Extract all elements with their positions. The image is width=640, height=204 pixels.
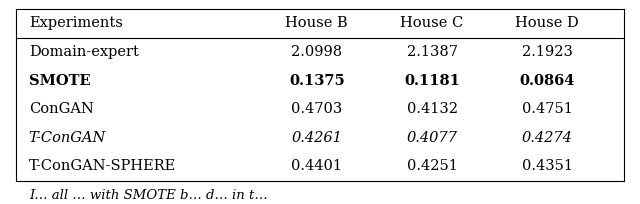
Text: 0.1375: 0.1375 bbox=[289, 74, 345, 88]
Text: I… all … with SMOTE b… d… in t…: I… all … with SMOTE b… d… in t… bbox=[29, 189, 268, 202]
Text: 0.0864: 0.0864 bbox=[520, 74, 575, 88]
Text: 0.4351: 0.4351 bbox=[522, 159, 573, 173]
Text: 0.4132: 0.4132 bbox=[406, 102, 458, 116]
Text: 0.4274: 0.4274 bbox=[522, 131, 573, 145]
Text: SMOTE: SMOTE bbox=[29, 74, 90, 88]
Text: House D: House D bbox=[515, 17, 579, 30]
Text: 0.4703: 0.4703 bbox=[291, 102, 342, 116]
Text: 0.1181: 0.1181 bbox=[404, 74, 460, 88]
Text: T-ConGAN: T-ConGAN bbox=[29, 131, 106, 145]
Text: 0.4077: 0.4077 bbox=[406, 131, 458, 145]
Text: 2.1387: 2.1387 bbox=[406, 45, 458, 59]
Text: 0.4251: 0.4251 bbox=[406, 159, 458, 173]
Text: House C: House C bbox=[401, 17, 463, 30]
Text: ConGAN: ConGAN bbox=[29, 102, 93, 116]
Text: 2.1923: 2.1923 bbox=[522, 45, 573, 59]
Text: 0.4751: 0.4751 bbox=[522, 102, 573, 116]
Text: 0.4401: 0.4401 bbox=[291, 159, 342, 173]
Text: T-ConGAN-SPHERE: T-ConGAN-SPHERE bbox=[29, 159, 176, 173]
Text: 2.0998: 2.0998 bbox=[291, 45, 342, 59]
Text: Experiments: Experiments bbox=[29, 17, 123, 30]
Text: Domain-expert: Domain-expert bbox=[29, 45, 139, 59]
Text: 0.4261: 0.4261 bbox=[291, 131, 342, 145]
Text: House B: House B bbox=[285, 17, 348, 30]
